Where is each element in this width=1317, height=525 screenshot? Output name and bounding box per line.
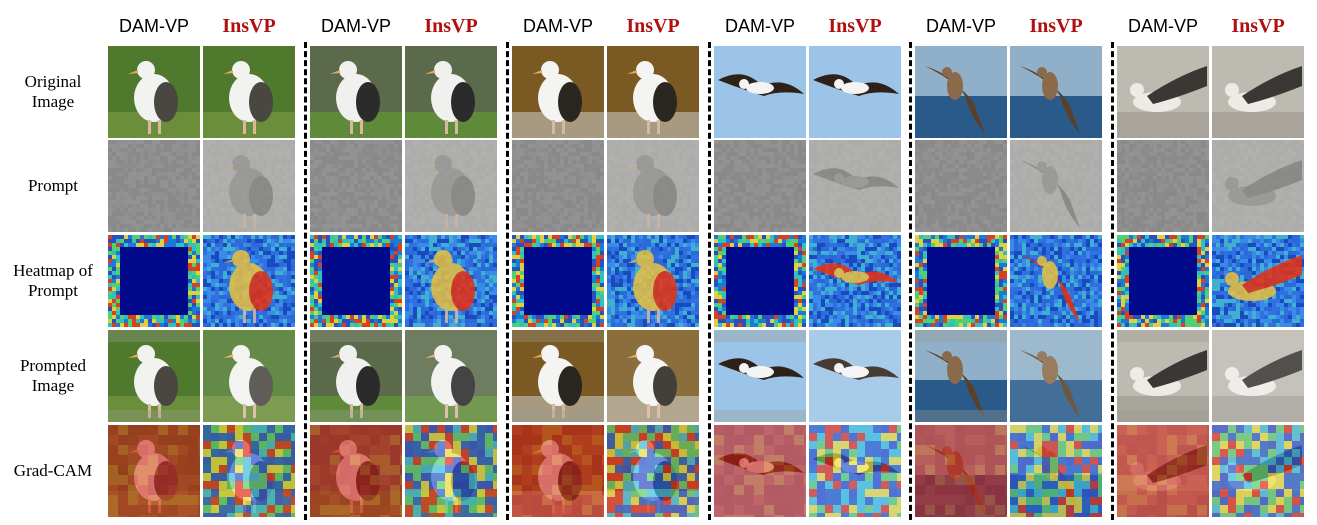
row-label-line: Prompt — [27, 281, 79, 300]
prompt-image-insvp-group-1 — [203, 140, 295, 232]
column-header-insvp-group-6: InsVP — [1231, 15, 1285, 37]
row-label-line: Prompt — [27, 176, 79, 195]
original-image-damvp-group-2 — [310, 46, 402, 138]
original-image-insvp-group-4 — [809, 46, 901, 138]
prompted-image-insvp-group-6 — [1212, 330, 1304, 422]
column-header-damvp-group-1: DAM-VP — [118, 16, 189, 36]
prompted-image-insvp-group-3 — [607, 330, 699, 422]
gradcam-image-insvp-group-6 — [1212, 425, 1304, 517]
prompted-image-damvp-group-6 — [1117, 330, 1209, 422]
row-label-prompt: Prompt — [0, 176, 106, 196]
row-label-line: Prompted — [19, 356, 87, 375]
column-header-damvp-group-4: DAM-VP — [724, 16, 795, 36]
prompt-image-insvp-group-3 — [607, 140, 699, 232]
prompt-image-insvp-group-2 — [405, 140, 497, 232]
prompted-image-insvp-group-5 — [1010, 330, 1102, 422]
prompt-image-damvp-group-4 — [714, 140, 806, 232]
prompt-image-insvp-group-6 — [1212, 140, 1304, 232]
heatmap-image-insvp-group-6 — [1212, 235, 1304, 327]
prompted-image-damvp-group-4 — [714, 330, 806, 422]
column-header-insvp-group-1: InsVP — [222, 15, 276, 37]
original-image-damvp-group-5 — [915, 46, 1007, 138]
prompt-image-damvp-group-2 — [310, 140, 402, 232]
heatmap-image-damvp-group-4 — [714, 235, 806, 327]
original-image-insvp-group-1 — [203, 46, 295, 138]
gradcam-image-damvp-group-4 — [714, 425, 806, 517]
column-header-insvp-group-3: InsVP — [626, 15, 680, 37]
prompted-image-damvp-group-3 — [512, 330, 604, 422]
prompted-image-damvp-group-2 — [310, 330, 402, 422]
row-label-line: Heatmap of — [13, 261, 93, 280]
gradcam-image-damvp-group-6 — [1117, 425, 1209, 517]
column-header-damvp-group-2: DAM-VP — [320, 16, 391, 36]
prompt-image-damvp-group-6 — [1117, 140, 1209, 232]
row-label-line: Image — [31, 92, 75, 111]
prompted-image-damvp-group-5 — [915, 330, 1007, 422]
heatmap-image-damvp-group-2 — [310, 235, 402, 327]
prompt-image-damvp-group-5 — [915, 140, 1007, 232]
prompted-image-damvp-group-1 — [108, 330, 200, 422]
heatmap-image-damvp-group-6 — [1117, 235, 1209, 327]
group-separator — [708, 42, 711, 520]
row-label-heatmap: Heatmap of Prompt — [0, 261, 106, 301]
original-image-insvp-group-3 — [607, 46, 699, 138]
original-image-damvp-group-4 — [714, 46, 806, 138]
row-label-line: Original — [24, 72, 82, 91]
prompt-image-damvp-group-3 — [512, 140, 604, 232]
group-separator — [506, 42, 509, 520]
prompt-image-insvp-group-5 — [1010, 140, 1102, 232]
row-label-line: Grad-CAM — [13, 461, 93, 480]
heatmap-image-insvp-group-1 — [203, 235, 295, 327]
original-image-insvp-group-6 — [1212, 46, 1304, 138]
heatmap-image-damvp-group-5 — [915, 235, 1007, 327]
group-separator — [909, 42, 912, 520]
prompted-image-insvp-group-4 — [809, 330, 901, 422]
original-image-damvp-group-1 — [108, 46, 200, 138]
prompted-image-insvp-group-2 — [405, 330, 497, 422]
row-label-original: Original Image — [0, 72, 106, 112]
column-header-insvp-group-2: InsVP — [424, 15, 478, 37]
heatmap-image-damvp-group-3 — [512, 235, 604, 327]
gradcam-image-insvp-group-4 — [809, 425, 901, 517]
heatmap-image-damvp-group-1 — [108, 235, 200, 327]
gradcam-image-insvp-group-5 — [1010, 425, 1102, 517]
original-image-damvp-group-6 — [1117, 46, 1209, 138]
original-image-insvp-group-2 — [405, 46, 497, 138]
heatmap-image-insvp-group-4 — [809, 235, 901, 327]
gradcam-image-insvp-group-1 — [203, 425, 295, 517]
gradcam-image-damvp-group-3 — [512, 425, 604, 517]
row-label-line: Image — [31, 376, 75, 395]
prompt-image-insvp-group-4 — [809, 140, 901, 232]
column-header-insvp-group-4: InsVP — [828, 15, 882, 37]
prompted-image-insvp-group-1 — [203, 330, 295, 422]
original-image-insvp-group-5 — [1010, 46, 1102, 138]
column-header-damvp-group-3: DAM-VP — [522, 16, 593, 36]
original-image-damvp-group-3 — [512, 46, 604, 138]
gradcam-image-damvp-group-5 — [915, 425, 1007, 517]
row-label-gradcam: Grad-CAM — [0, 461, 106, 481]
gradcam-image-insvp-group-2 — [405, 425, 497, 517]
column-header-damvp-group-6: DAM-VP — [1127, 16, 1198, 36]
column-header-insvp-group-5: InsVP — [1029, 15, 1083, 37]
gradcam-image-damvp-group-1 — [108, 425, 200, 517]
group-separator — [1111, 42, 1114, 520]
row-label-prompted: Prompted Image — [0, 356, 106, 396]
heatmap-image-insvp-group-2 — [405, 235, 497, 327]
gradcam-image-insvp-group-3 — [607, 425, 699, 517]
gradcam-image-damvp-group-2 — [310, 425, 402, 517]
column-header-damvp-group-5: DAM-VP — [925, 16, 996, 36]
heatmap-image-insvp-group-5 — [1010, 235, 1102, 327]
heatmap-image-insvp-group-3 — [607, 235, 699, 327]
prompt-image-damvp-group-1 — [108, 140, 200, 232]
group-separator — [304, 42, 307, 520]
